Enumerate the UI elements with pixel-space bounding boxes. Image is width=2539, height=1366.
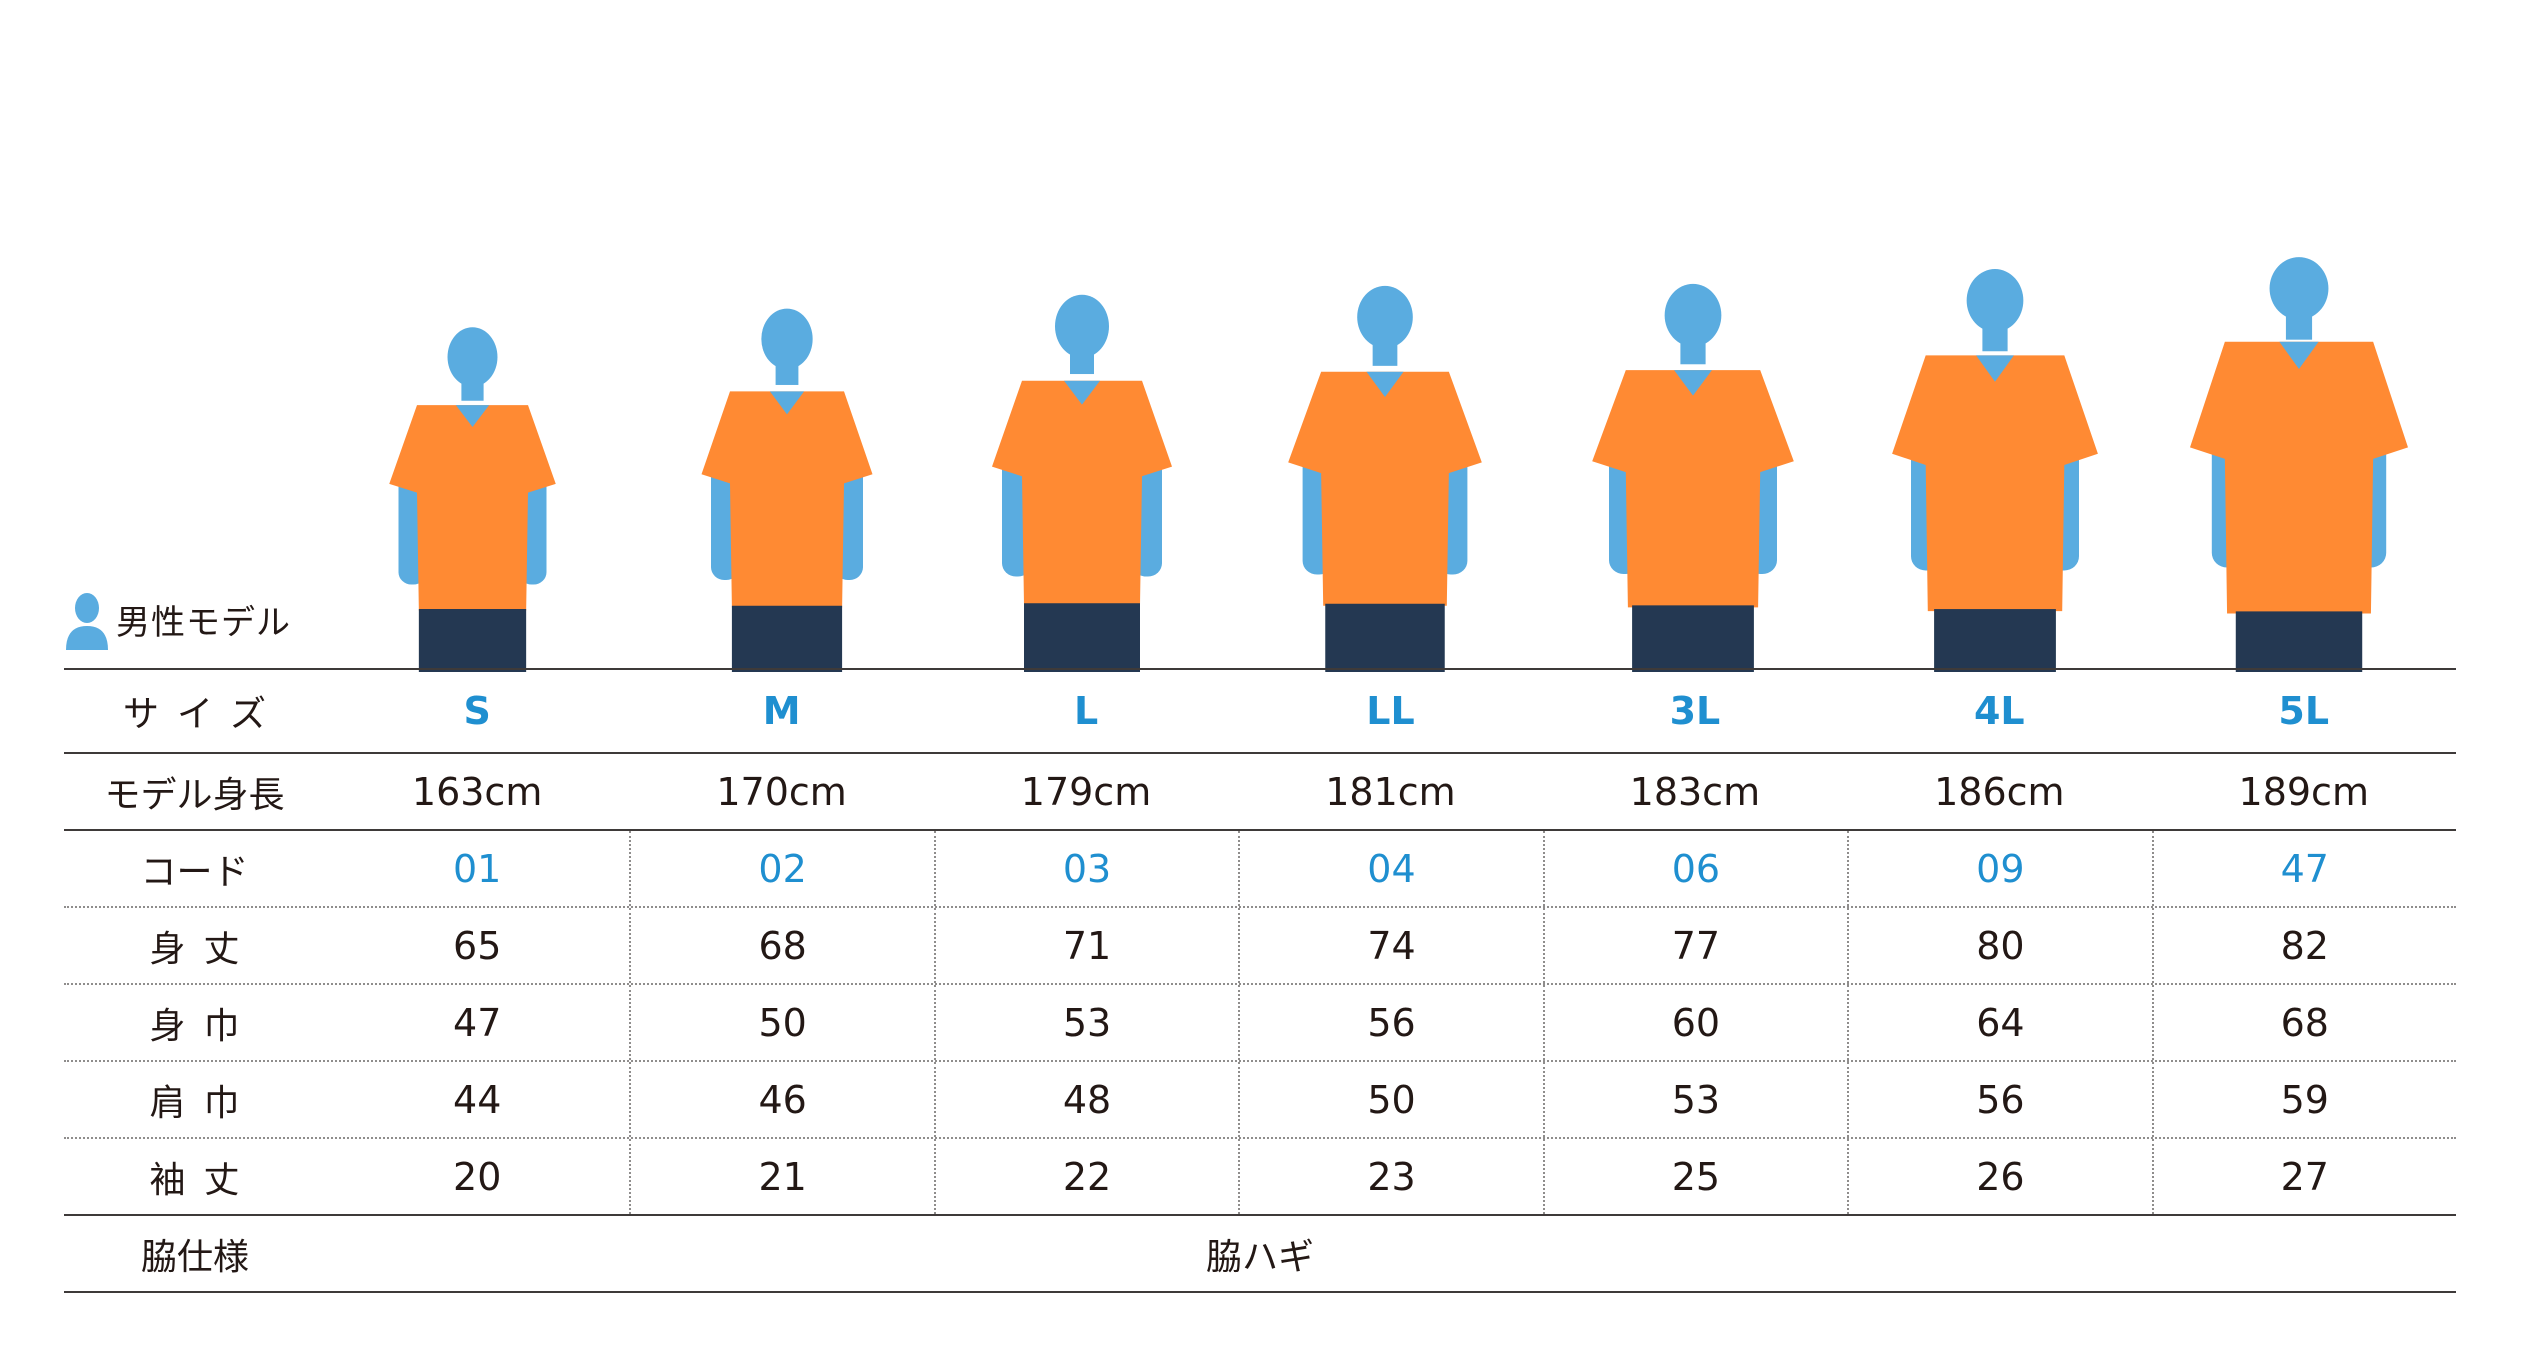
sleeve-cell: 25 bbox=[1542, 1139, 1847, 1214]
row-label-code: コード bbox=[140, 851, 249, 893]
legend-label: 男性モデル bbox=[116, 603, 291, 643]
shoulder-cell: 56 bbox=[1847, 1062, 2151, 1137]
model-figure-ll bbox=[1282, 282, 1488, 672]
shoulder-cell: 46 bbox=[629, 1062, 933, 1137]
length-cell: 68 bbox=[629, 908, 933, 983]
model-figures bbox=[0, 0, 2539, 672]
model-legend: 男性モデル bbox=[64, 590, 291, 650]
table-row-side-spec: 脇仕様 脇ハギ bbox=[64, 1216, 2456, 1293]
size-cell: LL bbox=[1366, 689, 1415, 733]
model-figure-5l bbox=[2190, 254, 2408, 672]
code-cell: 01 bbox=[452, 846, 502, 891]
length-cell: 80 bbox=[1847, 908, 2151, 983]
size-cell: 3L bbox=[1669, 689, 1721, 733]
height-cell: 170cm bbox=[716, 769, 847, 814]
row-label-body-length: 身丈 bbox=[149, 928, 258, 970]
size-cell: 5L bbox=[2278, 689, 2330, 733]
size-table: サイズ S M L LL 3L 4L 5L モデル身長 163cm 170cm … bbox=[64, 668, 2456, 1293]
length-cell: 71 bbox=[933, 908, 1238, 983]
table-row-body-length: 身丈 65 68 71 74 77 80 82 bbox=[64, 908, 2456, 985]
length-cell: 74 bbox=[1238, 908, 1542, 983]
width-cell: 47 bbox=[453, 1000, 502, 1045]
sleeve-cell: 27 bbox=[2151, 1139, 2456, 1214]
size-cell: 4L bbox=[1973, 689, 2025, 733]
height-cell: 163cm bbox=[411, 769, 543, 814]
width-cell: 68 bbox=[2151, 985, 2456, 1060]
sleeve-cell: 22 bbox=[933, 1139, 1238, 1214]
shoulder-cell: 44 bbox=[453, 1077, 502, 1122]
table-row-size: サイズ S M L LL 3L 4L 5L bbox=[64, 668, 2456, 754]
height-cell: 189cm bbox=[2238, 769, 2369, 814]
table-row-code: コード 01 02 03 04 06 09 47 bbox=[64, 831, 2456, 908]
length-cell: 65 bbox=[453, 923, 502, 968]
shoulder-cell: 59 bbox=[2151, 1062, 2456, 1137]
code-cell: 47 bbox=[2151, 831, 2456, 906]
sleeve-cell: 21 bbox=[629, 1139, 933, 1214]
model-figure-m bbox=[692, 304, 882, 672]
code-cell: 06 bbox=[1542, 831, 1847, 906]
sleeve-cell: 26 bbox=[1847, 1139, 2151, 1214]
row-label-body-width: 身巾 bbox=[149, 1005, 258, 1047]
shoulder-cell: 50 bbox=[1238, 1062, 1542, 1137]
width-cell: 50 bbox=[629, 985, 933, 1060]
model-figure-s bbox=[380, 322, 565, 672]
shoulder-cell: 53 bbox=[1542, 1062, 1847, 1137]
height-cell: 183cm bbox=[1629, 769, 1761, 814]
table-row-shoulder-width: 肩巾 44 46 48 50 53 56 59 bbox=[64, 1062, 2456, 1139]
sleeve-cell: 20 bbox=[453, 1154, 502, 1199]
model-figure-4l bbox=[1890, 266, 2100, 672]
code-cell: 03 bbox=[933, 831, 1238, 906]
table-row-sleeve-length: 袖丈 20 21 22 23 25 26 27 bbox=[64, 1139, 2456, 1216]
row-label-shoulder-width: 肩巾 bbox=[149, 1082, 258, 1124]
row-label-model-height: モデル身長 bbox=[104, 774, 285, 816]
code-cell: 04 bbox=[1238, 831, 1542, 906]
row-label-sleeve-length: 袖丈 bbox=[149, 1159, 258, 1201]
height-cell: 179cm bbox=[1020, 769, 1152, 814]
model-figure-3l bbox=[1588, 280, 1798, 672]
table-row-body-width: 身巾 47 50 53 56 60 64 68 bbox=[64, 985, 2456, 1062]
length-cell: 77 bbox=[1542, 908, 1847, 983]
shoulder-cell: 48 bbox=[933, 1062, 1238, 1137]
person-icon bbox=[66, 593, 108, 650]
height-cell: 186cm bbox=[1934, 769, 2065, 814]
width-cell: 53 bbox=[933, 985, 1238, 1060]
table-row-model-height: モデル身長 163cm 170cm 179cm 181cm 183cm 186c… bbox=[64, 754, 2456, 831]
width-cell: 64 bbox=[1847, 985, 2151, 1060]
row-label-side-spec: 脇仕様 bbox=[140, 1236, 249, 1278]
size-cell: S bbox=[463, 689, 491, 733]
size-cell: L bbox=[1073, 689, 1099, 733]
width-cell: 60 bbox=[1542, 985, 1847, 1060]
row-label-size: サイズ bbox=[123, 694, 284, 735]
code-cell: 09 bbox=[1847, 831, 2151, 906]
model-figure-l bbox=[982, 290, 1182, 672]
code-cell: 02 bbox=[629, 831, 933, 906]
height-cell: 181cm bbox=[1325, 769, 1456, 814]
sleeve-cell: 23 bbox=[1238, 1139, 1542, 1214]
length-cell: 82 bbox=[2151, 908, 2456, 983]
side-spec-value: 脇ハギ bbox=[1205, 1236, 1314, 1278]
width-cell: 56 bbox=[1238, 985, 1542, 1060]
size-cell: M bbox=[762, 689, 801, 733]
